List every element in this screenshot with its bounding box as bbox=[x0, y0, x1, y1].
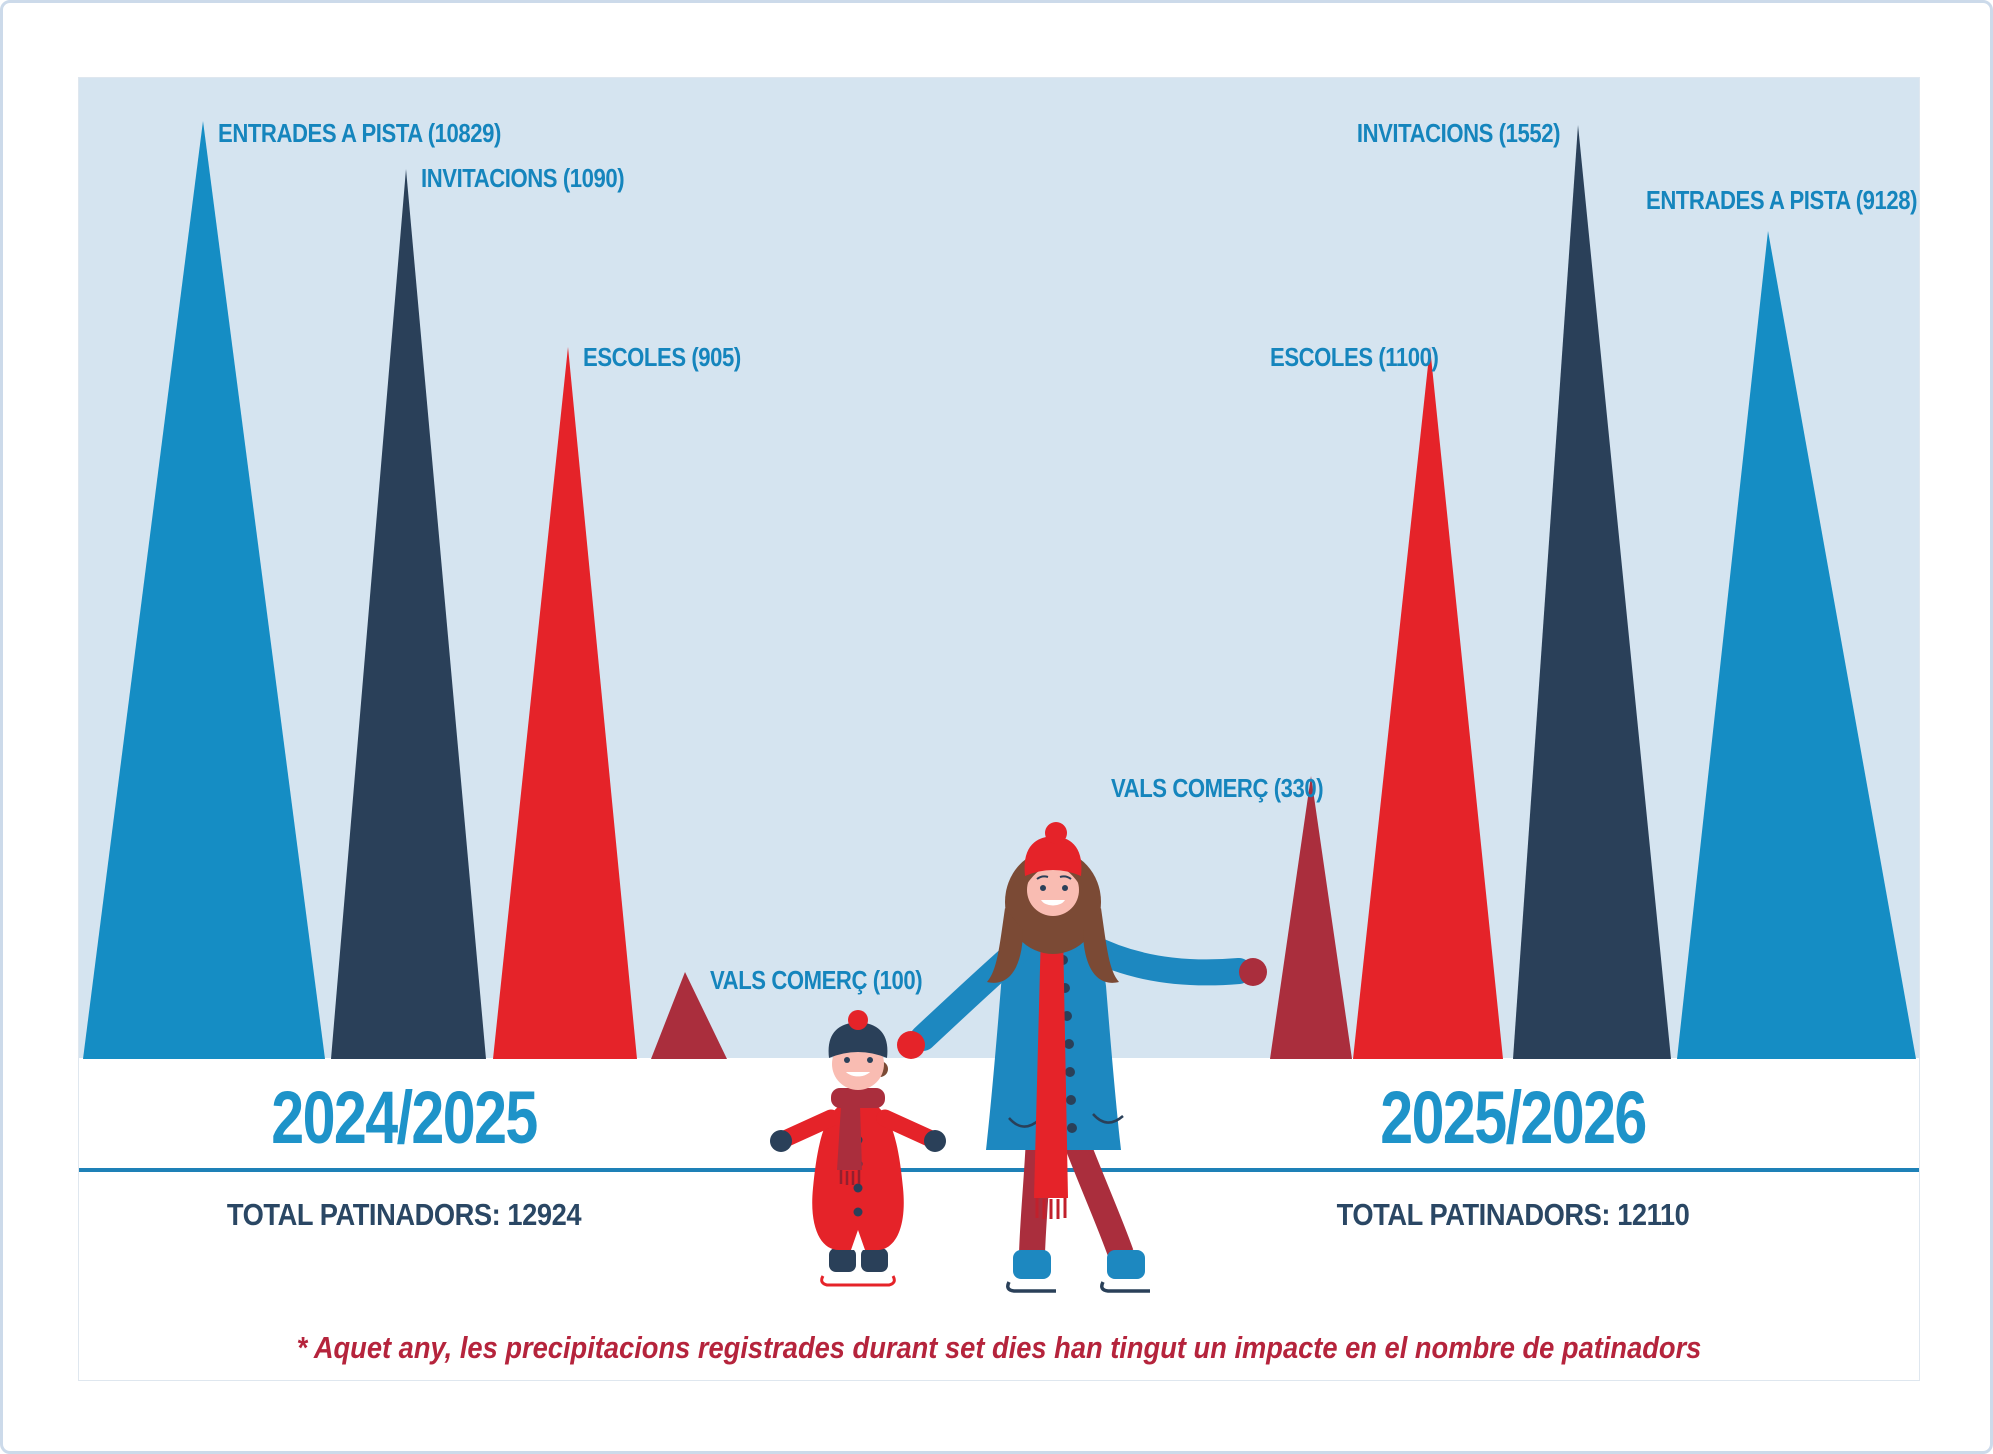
triangle-vals-2024 bbox=[651, 972, 727, 1059]
triangle-invitacions-2025 bbox=[1513, 125, 1671, 1059]
divider-line bbox=[78, 1168, 1920, 1172]
triangle-escoles-2025 bbox=[1353, 347, 1503, 1059]
season-title-2025-2026: 2025/2026 bbox=[1380, 1076, 1647, 1159]
woman-skater bbox=[897, 822, 1267, 1293]
triangle-chart bbox=[83, 121, 1916, 1059]
total-patinadors-2025-2026: TOTAL PATINADORS: 12110 bbox=[1336, 1197, 1690, 1232]
triangle-entrades-2025 bbox=[1677, 231, 1916, 1059]
total-patinadors-2024-2025: TOTAL PATINADORS: 12924 bbox=[226, 1197, 582, 1232]
child-skater bbox=[770, 1010, 946, 1287]
label-vals-2025: VALS COMERÇ (330) bbox=[1111, 773, 1324, 803]
label-entrades-2025: ENTRADES A PISTA (9128) bbox=[1646, 185, 1918, 215]
triangle-invitacions-2024 bbox=[331, 169, 486, 1059]
footnote: * Aquet any, les precipitacions registra… bbox=[296, 1330, 1702, 1365]
label-invitacions-2024: INVITACIONS (1090) bbox=[421, 163, 625, 193]
season-title-2024-2025: 2024/2025 bbox=[271, 1076, 538, 1159]
ice-skaters-illustration bbox=[770, 822, 1267, 1293]
triangle-escoles-2024 bbox=[493, 347, 637, 1059]
label-escoles-2025: ESCOLES (1100) bbox=[1270, 342, 1439, 372]
label-vals-2024: VALS COMERÇ (100) bbox=[710, 965, 923, 995]
label-entrades-2024: ENTRADES A PISTA (10829) bbox=[218, 118, 501, 148]
label-invitacions-2025: INVITACIONS (1552) bbox=[1356, 118, 1561, 148]
triangle-entrades-2024 bbox=[83, 121, 325, 1059]
label-escoles-2024: ESCOLES (905) bbox=[583, 342, 741, 372]
triangle-vals-2025 bbox=[1270, 776, 1352, 1059]
